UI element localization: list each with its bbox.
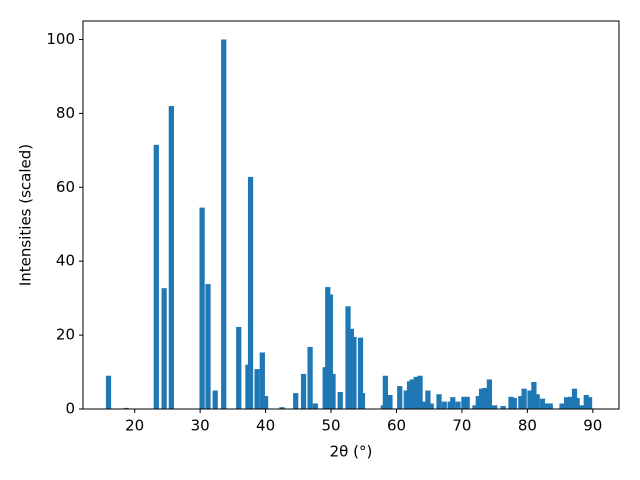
- bar: [436, 394, 442, 409]
- bar: [359, 393, 366, 409]
- bar: [574, 397, 580, 409]
- bar: [357, 337, 364, 409]
- x-tick-label: 40: [256, 417, 275, 435]
- bar: [300, 373, 307, 409]
- bar: [330, 373, 336, 409]
- bar: [168, 105, 174, 409]
- bar: [254, 369, 260, 409]
- bar: [307, 346, 313, 409]
- bar: [382, 375, 388, 409]
- bar: [583, 394, 589, 409]
- bar: [293, 393, 299, 409]
- bar: [105, 375, 112, 409]
- bar: [417, 375, 423, 409]
- x-tick-label: 50: [321, 417, 340, 435]
- bar: [153, 144, 159, 410]
- bar: [450, 397, 456, 409]
- y-tick-label: 0: [65, 400, 75, 418]
- bar: [413, 376, 419, 409]
- bar: [205, 284, 211, 409]
- bar: [547, 403, 553, 409]
- bar: [403, 390, 409, 409]
- bar: [564, 397, 570, 409]
- y-tick-label: 80: [56, 104, 75, 122]
- bar: [478, 388, 485, 409]
- x-tick-label: 70: [452, 417, 471, 435]
- bar: [409, 379, 415, 409]
- y-tick-label: 20: [56, 326, 75, 344]
- plot-frame: [82, 20, 620, 410]
- bar: [247, 176, 254, 409]
- bar: [534, 394, 540, 409]
- bar: [567, 396, 574, 409]
- bar: [511, 397, 517, 409]
- bar: [123, 407, 129, 409]
- x-tick-label: 80: [518, 417, 537, 435]
- y-axis-label: Intensities (scaled): [17, 144, 35, 286]
- x-tick-label: 30: [191, 417, 210, 435]
- bar: [351, 336, 357, 409]
- bar: [531, 382, 537, 409]
- bar: [387, 394, 393, 409]
- bar: [539, 398, 546, 409]
- bar: [262, 396, 269, 409]
- bar: [486, 379, 493, 409]
- bar: [521, 388, 527, 409]
- bar: [475, 396, 481, 409]
- bar: [543, 403, 549, 409]
- bar: [161, 288, 167, 409]
- y-tick-label: 40: [56, 252, 75, 270]
- bar: [579, 405, 585, 409]
- bar: [397, 386, 403, 409]
- bar: [221, 39, 227, 409]
- x-axis-label: 2θ (°): [330, 443, 373, 461]
- bar: [327, 294, 334, 409]
- bar: [500, 406, 506, 409]
- bar: [455, 401, 461, 409]
- bar: [428, 403, 434, 409]
- bar: [461, 396, 467, 409]
- bar: [586, 397, 593, 409]
- bar: [559, 403, 565, 409]
- bar: [199, 207, 205, 409]
- bar: [518, 396, 524, 409]
- x-tick-label: 60: [387, 417, 406, 435]
- bar: [259, 352, 265, 409]
- bar: [421, 401, 427, 409]
- bar: [337, 392, 343, 409]
- bar: [212, 390, 218, 409]
- bar: [279, 407, 285, 409]
- y-tick-label: 100: [46, 30, 75, 48]
- bar: [492, 405, 498, 409]
- bar: [441, 401, 447, 409]
- bar: [508, 396, 514, 409]
- bar: [236, 326, 242, 409]
- bar: [345, 306, 351, 409]
- bar: [464, 396, 470, 409]
- x-tick-label: 20: [125, 417, 144, 435]
- bar: [482, 387, 488, 409]
- bar: [425, 390, 431, 409]
- bar: [527, 390, 533, 409]
- y-tick-label: 60: [56, 178, 75, 196]
- bar: [312, 403, 318, 409]
- bar: [472, 405, 478, 409]
- x-tick-label: 90: [583, 417, 602, 435]
